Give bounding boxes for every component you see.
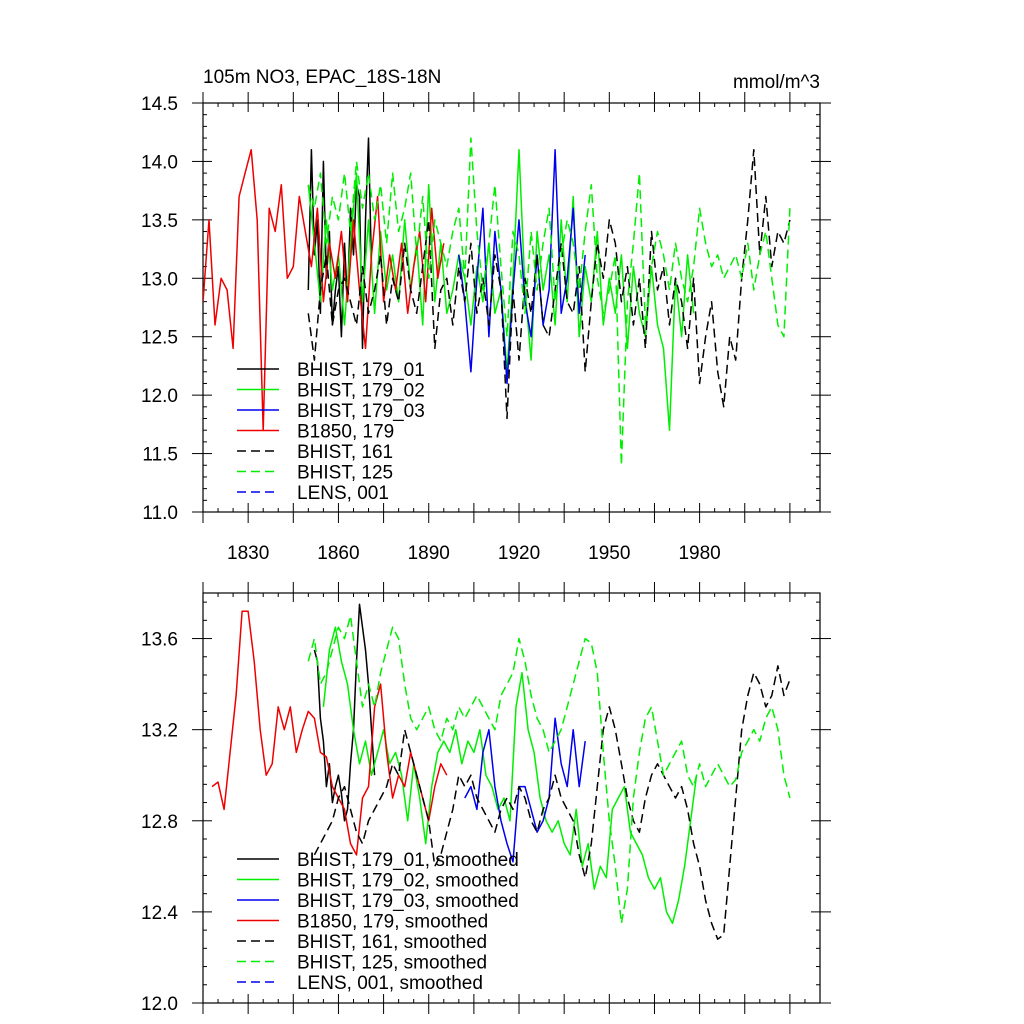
y-tick-label: 12.0	[141, 386, 178, 407]
y-tick-label: 13.2	[141, 721, 178, 742]
plot-frame	[202, 102, 821, 513]
x-tick-label: 1920	[498, 543, 540, 564]
legend-label: BHIST, 125, smoothed	[297, 953, 487, 974]
legend-label: BHIST, 125	[297, 463, 393, 484]
y-tick-label: 12.4	[141, 903, 178, 924]
series-line-4	[313, 665, 791, 940]
y-tick-label: 12.5	[141, 328, 178, 349]
y-tick-label: 14.5	[141, 94, 178, 115]
y-tick-label: 13.6	[141, 630, 178, 651]
y-tick-label: 11.5	[142, 445, 178, 466]
legend-label: BHIST, 179_01	[297, 360, 425, 381]
legend-label: B1850, 179	[297, 422, 394, 443]
x-tick-label: 1890	[408, 543, 450, 564]
legend-label: BHIST, 161	[297, 442, 393, 463]
y-tick-label: 13.0	[141, 269, 178, 290]
legend-label: LENS, 001	[297, 483, 389, 504]
x-tick-label: 1830	[227, 543, 269, 564]
x-tick-label: 1950	[588, 543, 630, 564]
y-tick-label: 14.0	[141, 152, 178, 173]
series-line-2	[464, 717, 586, 863]
series-line-5	[307, 615, 791, 925]
x-tick-label: 1860	[317, 543, 359, 564]
legend-label: BHIST, 161, smoothed	[297, 932, 487, 953]
chart-title: 105m NO3, EPAC_18S-18N	[203, 67, 441, 88]
x-tick-label: 1980	[678, 543, 720, 564]
legend-label: BHIST, 179_01, smoothed	[297, 850, 519, 871]
units-label: mmol/m^3	[733, 72, 820, 93]
legend-label: BHIST, 179_03	[297, 401, 425, 422]
bottom-panel: 12.0 12.4 12.8 13.2 13.6 BHIST, 179_01, smoot…	[141, 582, 831, 1015]
legend-label: BHIST, 179_03, smoothed	[297, 891, 519, 912]
legend-label: B1850, 179, smoothed	[297, 912, 488, 933]
series-group	[211, 603, 791, 940]
y-tick-label: 12.0	[141, 994, 178, 1015]
series-line-5	[307, 137, 791, 467]
y-tick-label: 13.5	[141, 211, 178, 232]
series-line-2	[458, 148, 586, 385]
legend-label: BHIST, 179_02, smoothed	[297, 871, 519, 892]
series-line-4	[307, 148, 791, 420]
series-group	[203, 137, 791, 467]
y-tick-label: 11.0	[142, 503, 178, 524]
series-line-3	[211, 610, 448, 856]
legend-label: LENS, 001, smoothed	[297, 973, 483, 994]
y-tick-label: 12.8	[141, 812, 178, 833]
legend-label: BHIST, 179_02	[297, 381, 425, 402]
top-panel: 1830 1860 1890 1920 1950 1980 11.0 11.5 12.0 12.5…	[141, 92, 831, 564]
series-line-3	[203, 148, 445, 431]
plot-frame	[202, 592, 821, 1004]
